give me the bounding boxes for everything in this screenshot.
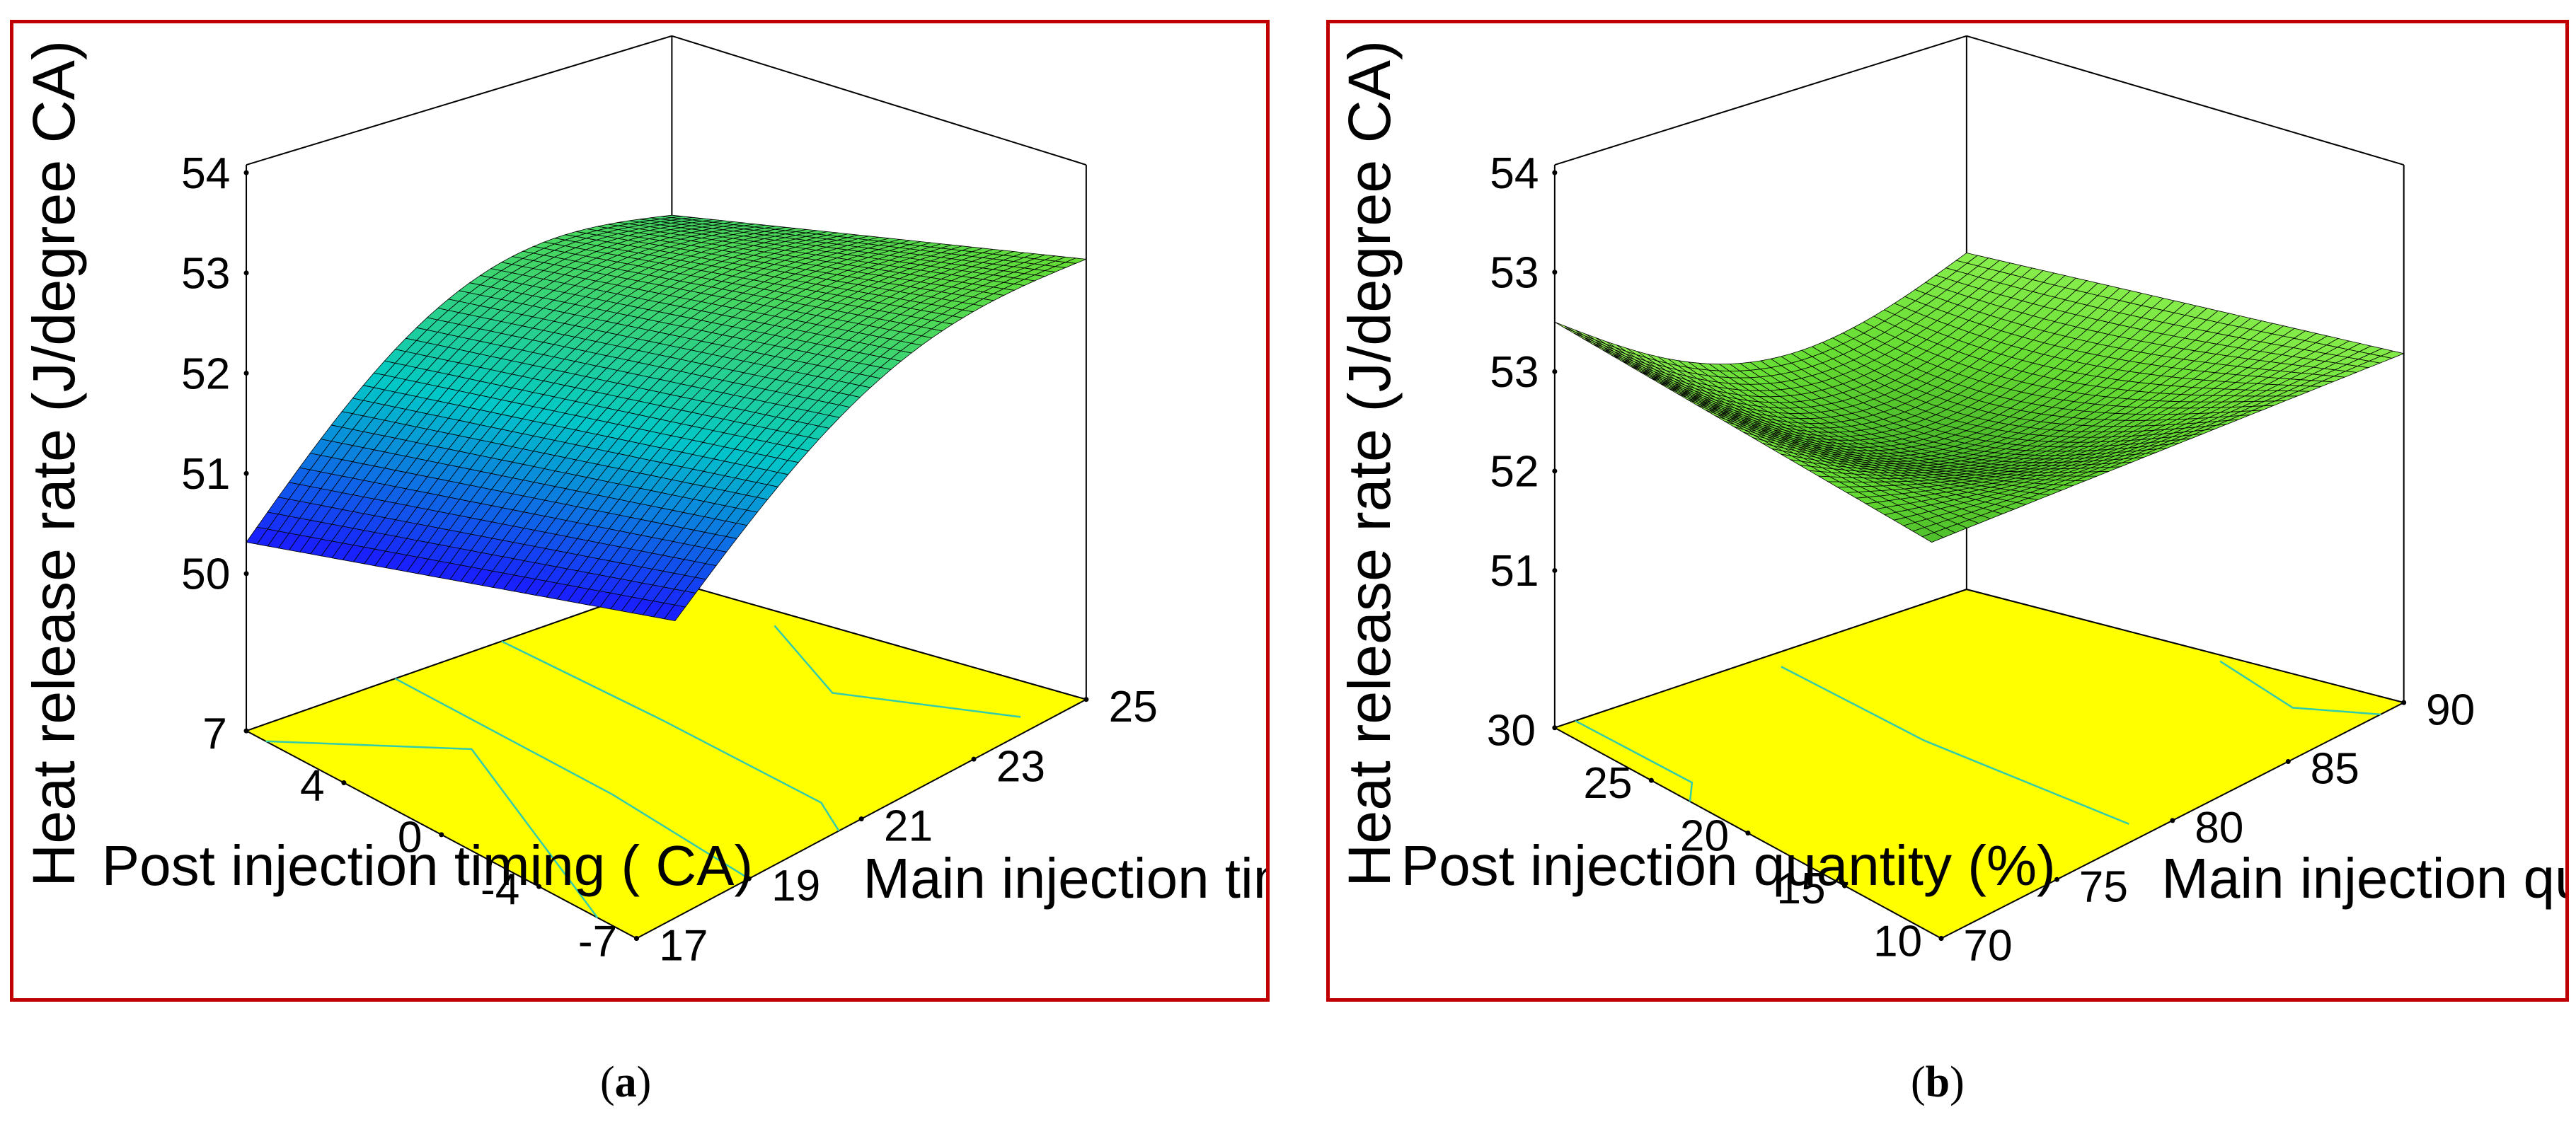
surface-plot-b: 51 52 53 53 54 30 25 20 15 10 70 75 80 85 90 Post injec… [1336,35,2565,971]
y-tick-label: 23 [996,742,1045,791]
z-tick-mark [1552,270,1558,275]
z-axis-title: Heat release rate (J/degree CA) [21,40,87,887]
x-tick-mark [536,884,542,889]
z-tick-label: 54 [181,149,230,198]
z-tick-mark [243,571,249,577]
y-tick-mark [633,936,639,942]
tick-labels: 51 52 53 53 54 30 25 20 15 10 70 75 80 85 90 [1487,149,2475,971]
y-tick-mark [2285,759,2291,765]
y-tick-label: 19 [771,862,820,910]
x-tick-mark [1745,831,1751,836]
x-tick-label: -4 [481,865,519,914]
z-tick-mark [1552,468,1558,474]
z-tick-label: 52 [181,349,230,398]
z-tick-label: 51 [1490,547,1539,596]
z-tick-mark [243,170,249,175]
x-tick-label: 0 [398,814,422,862]
z-tick-label: 54 [1490,149,1539,198]
x-tick-mark [1552,725,1558,731]
panel-label-b: (b) [1911,1058,1965,1106]
y-tick-label: 21 [884,802,933,851]
surface-plot-a: 50 51 52 53 54 7 4 0 -4 -7 17 19 21 23 25 Post injectio… [21,35,1266,971]
z-tick-label: 50 [181,550,230,599]
axis-line-top-left [246,35,672,166]
tick-labels: 50 51 52 53 54 7 4 0 -4 -7 17 19 21 23 25 [181,149,1158,971]
y-tick-mark [858,816,864,822]
x-tick-label: 15 [1776,864,1825,913]
x-tick-mark [1648,777,1654,783]
contour-line [2219,660,2381,716]
z-tick-mark [1552,567,1558,573]
z-tick-mark [243,270,249,276]
surface-cell [2380,350,2405,359]
y-axis-title: Main injection timing (CA) [863,847,1266,910]
contour-line [265,740,599,918]
y-tick-mark [746,876,752,881]
x-tick-mark [1842,883,1847,889]
y-tick-mark [2054,876,2059,882]
axis-line-top-left [1554,35,1967,166]
x-tick-mark [439,832,444,838]
x-tick-mark [341,780,347,786]
contour-line [774,625,1021,718]
y-tick-mark [2170,818,2175,823]
z-tick-mark [243,371,249,376]
y-tick-mark [971,756,977,762]
surface-mesh [246,214,1086,622]
contour-line [1575,719,1694,802]
y-tick-label: 17 [659,922,708,971]
y-tick-label: 75 [2079,862,2128,911]
y-tick-mark [2401,700,2407,705]
z-tick-label: 52 [1490,448,1539,497]
surface-cell [1065,258,1086,264]
contour-line [501,640,840,832]
y-tick-label: 25 [1109,683,1158,731]
z-tick-label: 51 [181,450,230,499]
x-tick-label: 10 [1873,917,1922,966]
y-tick-label: 85 [2311,745,2359,794]
x-tick-label: 7 [202,710,227,758]
z-tick-mark [1552,170,1558,175]
y-axis-title: Main injection quantity (%) [2161,847,2565,910]
axis-line-top-right [672,35,1087,166]
z-tick-mark [1552,369,1558,374]
contour-lines [1575,660,2381,825]
z-tick-label: 53 [1490,249,1539,298]
x-tick-mark [243,728,249,734]
y-tick-label: 70 [1963,922,2012,971]
x-tick-label: 25 [1583,759,1632,808]
y-tick-mark [1083,697,1089,702]
x-tick-label: -7 [578,917,617,966]
contour-lines [265,625,1021,918]
y-tick-mark [1938,936,1944,942]
z-tick-mark [243,470,249,476]
x-tick-label: 20 [1680,812,1729,861]
x-axis-title: Post injection timing ( CA) [102,834,753,897]
z-tick-label: 53 [1490,348,1539,397]
panel-label-a: (a) [600,1058,652,1106]
y-tick-label: 90 [2426,685,2475,734]
axis-line-top-right [1966,35,2404,166]
z-axis-title: Heat release rate (J/degree CA) [1336,40,1403,887]
x-axis-title: Post injection quantity (%) [1401,834,2056,897]
contour-line [394,678,749,880]
y-tick-label: 80 [2195,804,2243,852]
contour-line [1781,666,2129,825]
x-tick-label: 30 [1487,707,1536,756]
chart-panel-b: 51 52 53 53 54 30 25 20 15 10 70 75 80 85 90 Post injec… [1326,20,2569,1002]
surface-mesh [1554,253,2405,543]
x-tick-label: 4 [300,761,325,810]
chart-panel-a: 50 51 52 53 54 7 4 0 -4 -7 17 19 21 23 25 Post injectio… [10,20,1270,1002]
z-tick-label: 53 [181,250,230,299]
